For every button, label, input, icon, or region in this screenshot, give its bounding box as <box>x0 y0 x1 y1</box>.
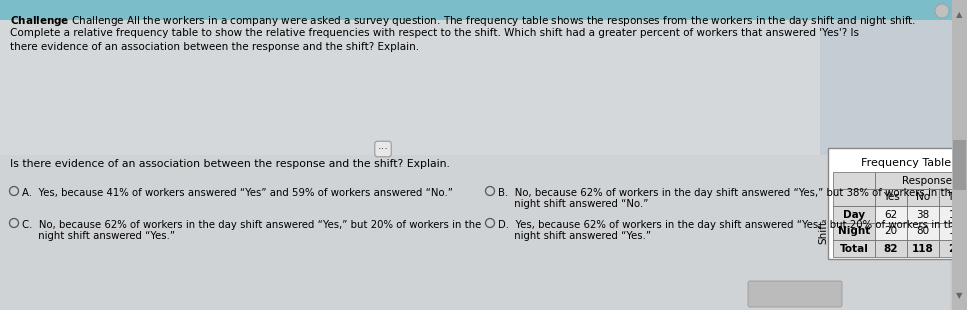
Text: 82: 82 <box>884 243 898 254</box>
Text: Response: Response <box>902 175 952 185</box>
Bar <box>833 206 875 223</box>
Text: D.  Yes, because 62% of workers in the day shift answered “Yes,” but 20% of work: D. Yes, because 62% of workers in the da… <box>498 220 960 230</box>
Text: ···: ··· <box>377 144 389 154</box>
Text: Day: Day <box>843 210 865 219</box>
Bar <box>0 155 967 310</box>
FancyBboxPatch shape <box>748 281 842 307</box>
Bar <box>828 148 967 259</box>
Text: C.  No, because 62% of workers in the day shift answered “Yes,” but 20% of worke: C. No, because 62% of workers in the day… <box>22 220 482 230</box>
Bar <box>0 0 967 20</box>
Text: 200: 200 <box>948 243 967 254</box>
Bar <box>907 240 939 257</box>
Bar <box>939 223 967 240</box>
Text: night shift answered “No.”: night shift answered “No.” <box>498 199 649 209</box>
Text: Frequency Table: Frequency Table <box>861 158 952 168</box>
Text: 20: 20 <box>885 227 897 237</box>
Text: Is there evidence of an association between the response and the shift? Explain.: Is there evidence of an association betw… <box>10 159 450 169</box>
Text: 62: 62 <box>885 210 897 219</box>
Bar <box>0 20 967 155</box>
Text: Shift: Shift <box>818 219 828 243</box>
Text: Total: Total <box>839 243 868 254</box>
Text: night shift answered “Yes.”: night shift answered “Yes.” <box>498 231 651 241</box>
Text: No: No <box>916 193 930 202</box>
Bar <box>939 240 967 257</box>
Bar <box>953 140 966 190</box>
Bar <box>907 189 939 206</box>
Bar <box>875 223 907 240</box>
Bar <box>907 223 939 240</box>
Bar <box>952 0 967 310</box>
Text: there evidence of an association between the response and the shift? Explain.: there evidence of an association between… <box>10 42 419 52</box>
Text: $\bf{Challenge}$ Challenge All the workers in a company were asked a survey ques: $\bf{Challenge}$ Challenge All the worke… <box>10 14 916 28</box>
Bar <box>833 189 875 206</box>
Text: Total: Total <box>947 193 967 202</box>
Text: Night: Night <box>837 227 870 237</box>
Bar <box>875 240 907 257</box>
Text: B.  No, because 62% of workers in the day shift answered “Yes,” but 38% of worke: B. No, because 62% of workers in the day… <box>498 188 957 198</box>
Text: 118: 118 <box>912 243 934 254</box>
Bar <box>833 172 875 189</box>
Bar <box>939 206 967 223</box>
Bar <box>875 189 907 206</box>
Text: 100: 100 <box>950 227 967 237</box>
Text: A.  Yes, because 41% of workers answered “Yes” and 59% of workers answered “No.”: A. Yes, because 41% of workers answered … <box>22 188 453 198</box>
Text: 100: 100 <box>950 210 967 219</box>
Bar <box>875 206 907 223</box>
Bar <box>833 223 875 240</box>
Text: ▼: ▼ <box>955 291 962 300</box>
Bar <box>833 240 875 257</box>
Text: ▲: ▲ <box>955 10 962 19</box>
Circle shape <box>935 4 949 18</box>
Bar <box>875 172 967 189</box>
Text: Yes: Yes <box>883 193 899 202</box>
Bar <box>0 155 950 310</box>
Text: night shift answered “Yes.”: night shift answered “Yes.” <box>22 231 175 241</box>
Bar <box>939 189 967 206</box>
Text: Complete a relative frequency table to show the relative frequencies with respec: Complete a relative frequency table to s… <box>10 28 859 38</box>
Bar <box>0 20 820 155</box>
Bar <box>907 206 939 223</box>
Text: 80: 80 <box>917 227 929 237</box>
Text: 38: 38 <box>917 210 929 219</box>
